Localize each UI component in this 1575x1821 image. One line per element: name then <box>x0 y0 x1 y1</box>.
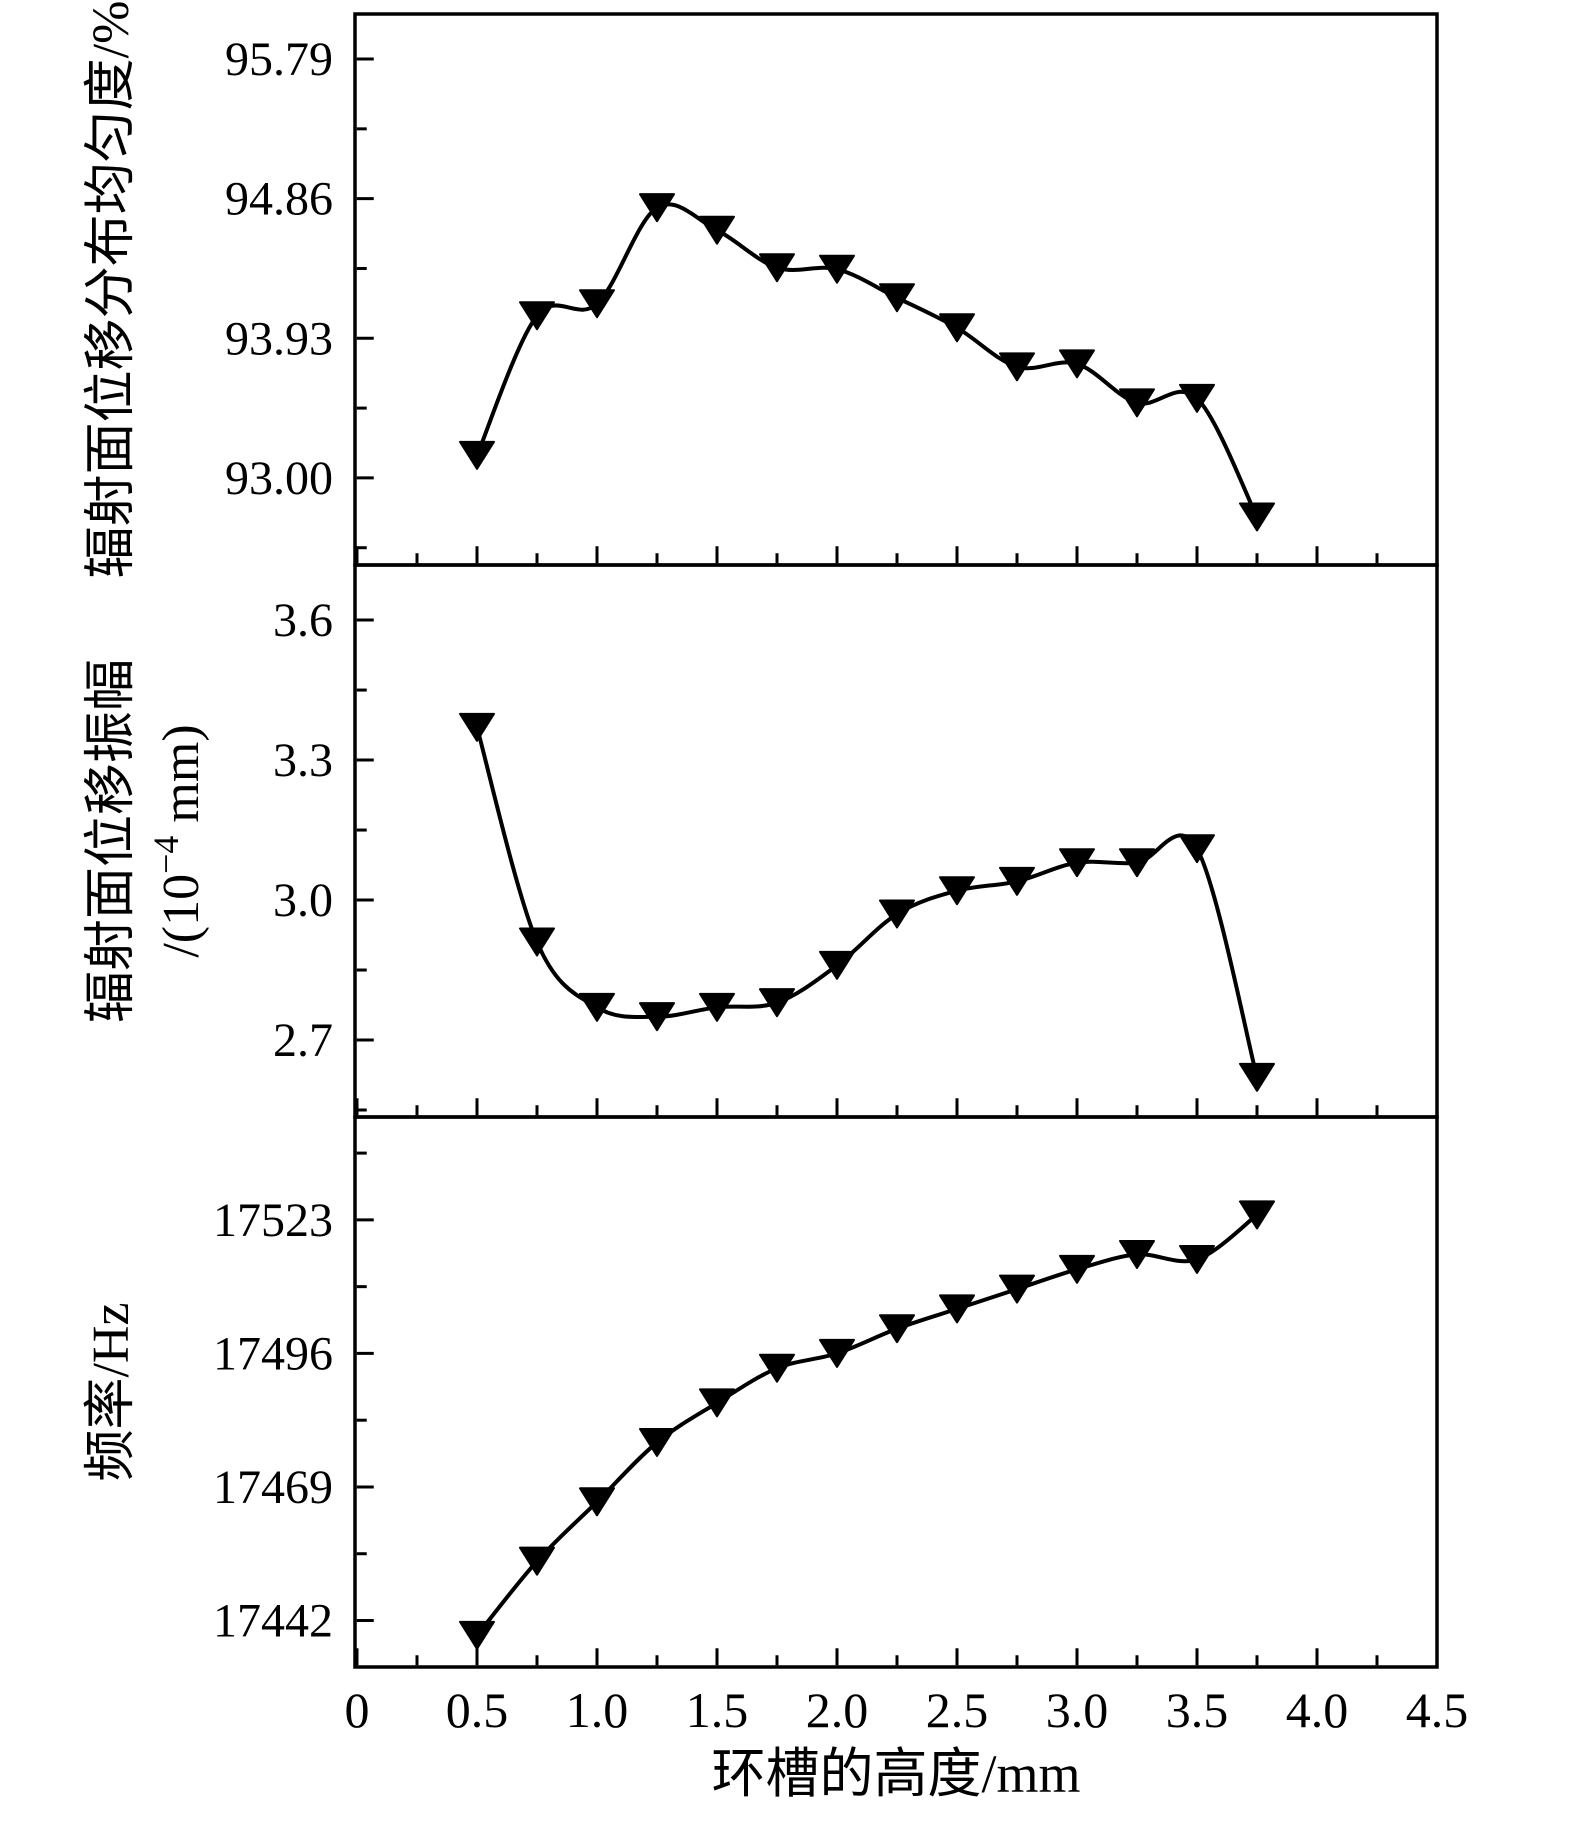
data-point-marker <box>639 193 675 223</box>
y-tick-label: 3.3 <box>273 734 333 787</box>
y-tick-label: 3.6 <box>273 594 333 647</box>
data-point-marker <box>459 712 495 742</box>
x-tick-label: 1.0 <box>566 1682 629 1738</box>
x-tick-label: 0 <box>345 1682 370 1738</box>
data-point-marker <box>1179 834 1215 864</box>
y-axis-title: 辐射面位移分布均匀度/% <box>83 1 140 579</box>
y-tick-label: 2.7 <box>273 1014 333 1067</box>
y-axis-title: 频率/Hz <box>83 1302 140 1481</box>
data-point-marker <box>999 352 1035 382</box>
data-point-marker <box>939 313 975 343</box>
x-tick-label: 0.5 <box>446 1682 509 1738</box>
data-point-marker <box>459 1620 495 1650</box>
data-point-marker <box>999 1274 1035 1304</box>
x-axis-ticks <box>355 546 1439 564</box>
data-point-marker <box>1059 349 1095 379</box>
data-point-marker <box>699 992 735 1022</box>
y-tick-label: 17469 <box>213 1461 333 1514</box>
data-point-marker <box>459 440 495 470</box>
data-point-marker <box>879 283 915 313</box>
series-markers <box>459 712 1275 1092</box>
data-point-marker <box>1179 1244 1215 1274</box>
y-axis-ticks: 93.00 93.93 94.86 95.79 <box>225 33 374 550</box>
y-tick-label: 95.79 <box>225 33 333 86</box>
y-axis-ticks: 17442 17469 17496 17523 <box>213 1151 374 1648</box>
x-axis-ticks <box>355 1098 1439 1116</box>
data-point-marker <box>759 988 795 1018</box>
series-markers <box>459 1200 1275 1650</box>
data-point-marker <box>1179 383 1215 413</box>
data-point-marker <box>519 1546 555 1576</box>
x-tick-label: 2.0 <box>806 1682 869 1738</box>
data-point-marker <box>879 1314 915 1344</box>
data-point-marker <box>1059 848 1095 878</box>
series-markers <box>459 193 1275 532</box>
panel-bottom: 17442 17469 17496 17523 频率/Hz <box>83 1115 1439 1669</box>
data-point-marker <box>1239 1200 1275 1230</box>
data-point-marker <box>519 927 555 957</box>
data-point-marker <box>999 866 1035 896</box>
data-point-marker <box>939 1294 975 1324</box>
y-tick-label: 17523 <box>213 1194 333 1247</box>
data-point-marker <box>759 253 795 283</box>
x-tick-label: 4.5 <box>1406 1682 1469 1738</box>
data-point-marker <box>879 899 915 929</box>
panel-border <box>353 1115 1439 1669</box>
data-point-marker <box>1119 848 1155 878</box>
data-point-marker <box>1239 1062 1275 1092</box>
data-point-marker <box>1059 1254 1095 1284</box>
y-tick-label: 17496 <box>213 1327 333 1380</box>
data-point-marker <box>1239 502 1275 532</box>
x-tick-label: 2.5 <box>926 1682 989 1738</box>
y-axis-ticks: 2.7 3.0 3.3 3.6 <box>273 594 374 1112</box>
y-tick-label: 93.00 <box>225 452 333 505</box>
x-tick-label: 3.5 <box>1166 1682 1229 1738</box>
x-axis-ticks <box>355 1648 1439 1666</box>
data-point-marker <box>579 992 615 1022</box>
data-point-marker <box>939 876 975 906</box>
data-point-marker <box>1119 388 1155 418</box>
data-point-marker <box>759 1353 795 1383</box>
x-tick-label: 1.5 <box>686 1682 749 1738</box>
data-point-marker <box>819 950 855 980</box>
data-point-marker <box>579 1487 615 1517</box>
data-point-marker <box>819 1338 855 1368</box>
panel-top: 93.00 93.93 94.86 95.79 辐射面位移分布均匀度/% <box>83 1 1439 579</box>
x-tick-label: 4.0 <box>1286 1682 1349 1738</box>
x-axis-labels: 0 0.5 1.0 1.5 2.0 2.5 3.0 3.5 4.0 4.5 <box>345 1682 1469 1738</box>
data-point-marker <box>579 289 615 319</box>
y-axis-title: 辐射面位移振幅 <box>83 659 140 1023</box>
x-tick-label: 3.0 <box>1046 1682 1109 1738</box>
data-point-marker <box>699 1388 735 1418</box>
data-point-marker <box>639 1427 675 1457</box>
y-tick-label: 3.0 <box>273 874 333 927</box>
y-tick-label: 94.86 <box>225 173 333 226</box>
data-point-marker <box>519 301 555 331</box>
x-axis-title: 环槽的高度/mm <box>711 1744 1080 1804</box>
y-tick-label: 17442 <box>213 1595 333 1648</box>
data-point-marker <box>1119 1240 1155 1269</box>
data-point-marker <box>639 1002 675 1032</box>
data-point-marker <box>699 215 735 245</box>
y-tick-label: 93.93 <box>225 312 333 365</box>
data-point-marker <box>819 254 855 284</box>
